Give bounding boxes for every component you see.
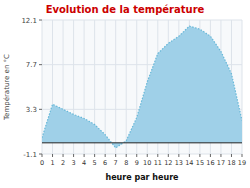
x-tick-label: 16	[206, 159, 214, 167]
x-tick	[94, 154, 95, 157]
area	[42, 26, 242, 148]
x-tick-label: 6	[103, 159, 107, 167]
x-grid-line	[126, 20, 127, 154]
plot-marks	[42, 26, 242, 148]
y-tick	[39, 109, 42, 110]
x-tick	[199, 154, 200, 157]
y-tick	[39, 64, 42, 65]
chart: -1.13.37.712.101234567891011121314151617…	[0, 0, 250, 188]
x-tick-label: 11	[154, 159, 162, 167]
x-tick-label: 17	[217, 159, 225, 167]
x-tick-label: 2	[61, 159, 65, 167]
x-tick	[73, 154, 74, 157]
y-axis-label: Température en °C	[3, 54, 11, 121]
x-tick	[63, 154, 64, 157]
x-tick	[115, 154, 116, 157]
x-tick-label: 4	[82, 159, 86, 167]
x-tick	[157, 154, 158, 157]
x-tick-label: 8	[124, 159, 128, 167]
zero-line	[42, 142, 242, 143]
line	[42, 26, 242, 148]
x-grid-line	[105, 20, 106, 154]
x-grid-line	[115, 20, 116, 154]
x-tick	[168, 154, 169, 157]
x-tick	[126, 154, 127, 157]
x-tick-label: 1	[50, 159, 54, 167]
x-tick-label: 15	[196, 159, 204, 167]
x-tick	[210, 154, 211, 157]
x-tick-label: 19	[238, 159, 246, 167]
x-tick-label: 5	[93, 159, 97, 167]
x-tick-label: 14	[185, 159, 193, 167]
y-grid-line	[42, 154, 242, 155]
x-tick-label: 9	[135, 159, 139, 167]
x-tick-label: 7	[114, 159, 118, 167]
x-tick	[242, 154, 243, 157]
y-tick-label: -1.1	[23, 151, 37, 159]
y-tick-label: 3.3	[26, 106, 37, 114]
y-tick-label: 12.1	[21, 17, 37, 25]
x-tick-label: 10	[143, 159, 151, 167]
x-tick-label: 0	[40, 159, 44, 167]
x-tick	[42, 154, 43, 157]
x-tick-label: 13	[175, 159, 183, 167]
x-tick-label: 18	[227, 159, 235, 167]
x-tick-label: 12	[164, 159, 172, 167]
x-tick	[147, 154, 148, 157]
x-tick	[189, 154, 190, 157]
x-axis-label: heure par heure	[105, 173, 179, 182]
y-grid-line	[42, 20, 242, 21]
x-tick	[52, 154, 53, 157]
plot-background	[42, 20, 242, 154]
x-tick	[220, 154, 221, 157]
title: Evolution de la température	[46, 4, 205, 15]
x-tick	[105, 154, 106, 157]
x-tick	[84, 154, 85, 157]
x-tick	[231, 154, 232, 157]
y-tick-label: 7.7	[26, 61, 37, 69]
x-tick	[136, 154, 137, 157]
x-tick-label: 3	[72, 159, 76, 167]
y-tick	[39, 20, 42, 21]
x-tick	[178, 154, 179, 157]
x-grid-line	[42, 20, 43, 154]
